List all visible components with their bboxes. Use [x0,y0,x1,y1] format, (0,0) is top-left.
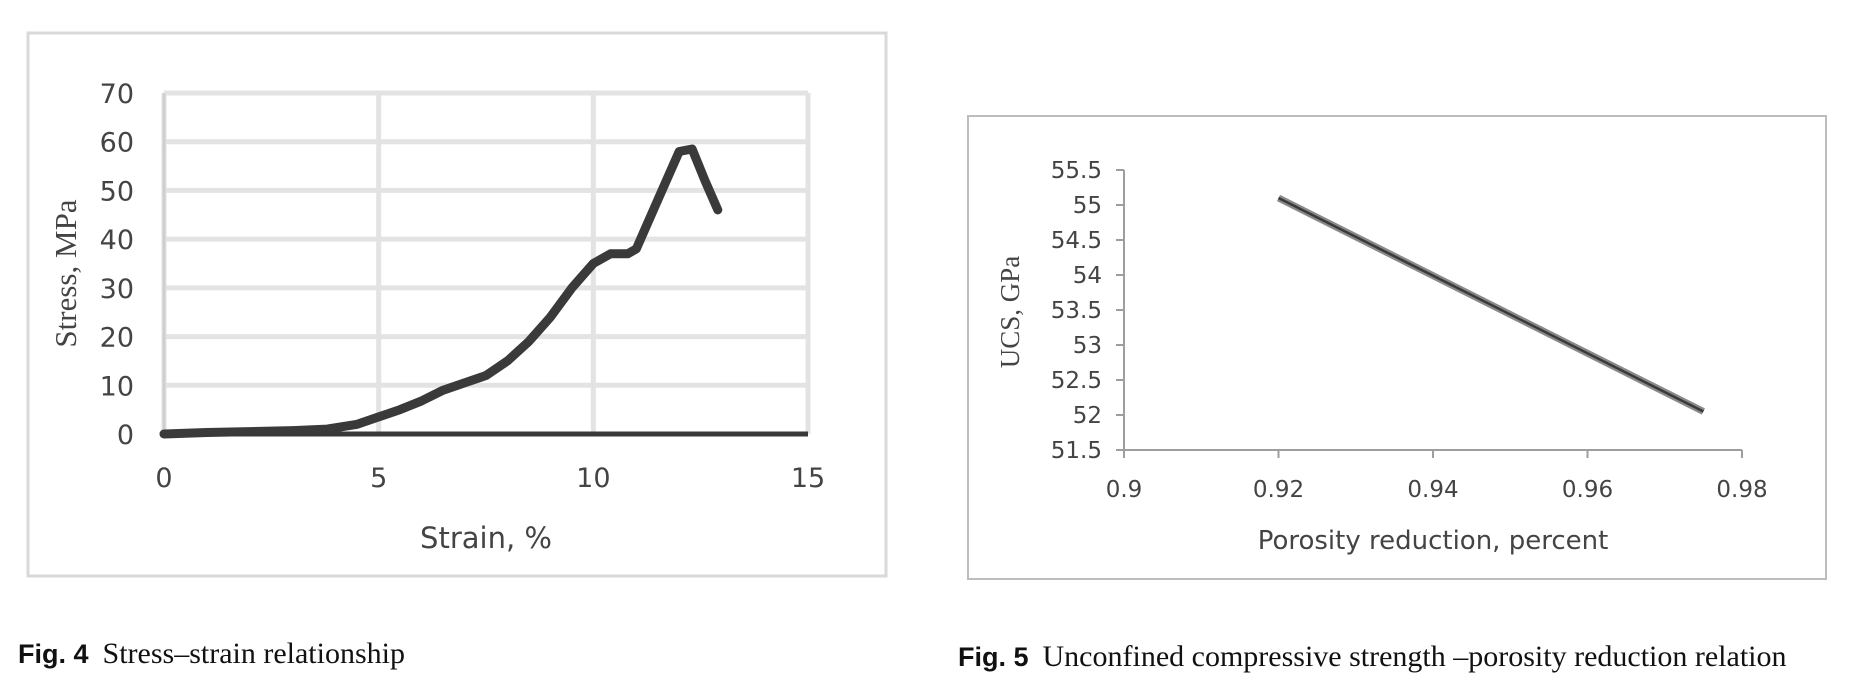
y-tick-label: 54.5 [1051,228,1102,254]
x-tick-label: 0.98 [1716,477,1767,503]
y-tick-label: 20 [100,323,134,354]
figure-5-caption: Fig. 5 Unconfined compressive strength –p… [958,640,1787,674]
series-line [1277,196,1704,413]
ucs-porosity-chart: 51.5 52 52.5 53 53.5 54 54.5 55 55.5 0.9 0.92 0.94 0… [967,115,1827,580]
figure-4-caption-label: Fig. 4 [18,639,89,669]
y-tick-label: 53 [1073,333,1102,359]
y-tick-label: 55 [1073,193,1102,219]
y-axis-title: Stress, MPa [48,199,83,347]
figure-4-caption: Fig. 4 Stress–strain relationship [18,637,405,671]
y-tick-label: 30 [100,274,134,305]
y-tick-label: 52 [1073,403,1102,429]
y-axis-title: UCS, GPa [995,256,1025,369]
x-tick-label: 10 [576,463,610,494]
series-line [159,144,723,439]
figure-5: 51.5 52 52.5 53 53.5 54 54.5 55 55.5 0.9 0.92 0.94 0… [930,0,1876,694]
x-axis-title: Porosity reduction, percent [1258,526,1609,556]
x-tick-label: 15 [791,463,825,494]
y-tick-label: 52.5 [1051,368,1102,394]
figure-4: 0 10 20 30 40 50 60 70 0 5 10 15 Strain, % Stress, MP… [0,0,930,694]
y-tick-label: 55.5 [1051,158,1102,184]
x-tick-label: 0.94 [1407,477,1458,503]
y-tick-label: 60 [100,128,134,159]
y-tick-label: 10 [100,371,134,402]
y-tick-label: 53.5 [1051,298,1102,324]
stress-strain-chart: 0 10 20 30 40 50 60 70 0 5 10 15 Strain, % Stress, MP… [26,31,888,578]
x-tick-label: 5 [370,463,387,494]
figure-4-caption-text: Stress–strain relationship [102,637,405,670]
y-tick-label: 70 [100,79,134,110]
y-tick-label: 54 [1073,263,1102,289]
y-tick-label: 0 [117,420,134,451]
x-tick-label: 0.9 [1106,477,1143,503]
chart-frame [26,31,888,578]
y-tick-label: 40 [100,225,134,256]
chart-frame [967,115,1827,580]
figure-5-caption-text: Unconfined compressive strength –porosit… [1042,640,1787,673]
y-tick-label: 51.5 [1051,438,1102,464]
x-tick-label: 0.92 [1253,477,1304,503]
x-axis-title: Strain, % [420,521,552,555]
y-tick-label: 50 [100,176,134,207]
figure-5-caption-label: Fig. 5 [958,642,1029,672]
x-tick-label: 0 [155,463,172,494]
x-tick-label: 0.96 [1562,477,1613,503]
